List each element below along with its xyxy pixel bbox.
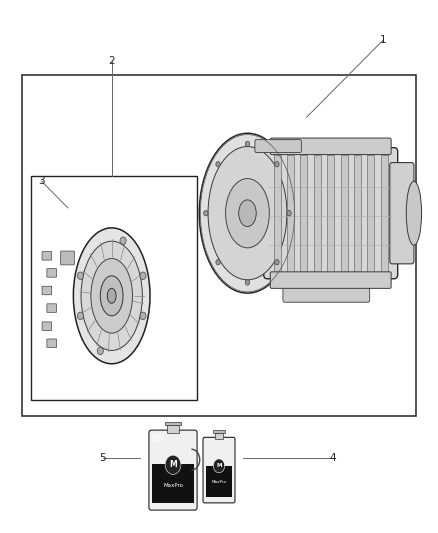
FancyBboxPatch shape — [270, 138, 391, 155]
Ellipse shape — [226, 179, 269, 248]
FancyBboxPatch shape — [42, 286, 52, 295]
Ellipse shape — [100, 276, 123, 316]
Text: M: M — [169, 461, 177, 469]
FancyBboxPatch shape — [149, 430, 197, 510]
FancyBboxPatch shape — [264, 148, 398, 279]
Bar — [341, 155, 348, 272]
Ellipse shape — [74, 228, 150, 364]
Bar — [274, 155, 281, 272]
Bar — [245, 163, 278, 264]
Text: MaxPro: MaxPro — [163, 482, 183, 488]
Ellipse shape — [213, 459, 225, 473]
Text: 5: 5 — [99, 454, 106, 463]
Bar — [287, 155, 294, 272]
Ellipse shape — [406, 181, 421, 245]
FancyBboxPatch shape — [283, 283, 370, 302]
Bar — [31, 176, 197, 400]
Ellipse shape — [81, 241, 142, 351]
Ellipse shape — [78, 312, 84, 320]
FancyBboxPatch shape — [255, 140, 301, 152]
Ellipse shape — [216, 260, 220, 265]
FancyBboxPatch shape — [47, 269, 57, 277]
Text: 3: 3 — [38, 176, 45, 186]
Ellipse shape — [245, 280, 250, 285]
Ellipse shape — [165, 455, 181, 474]
Bar — [300, 155, 307, 272]
Bar — [367, 155, 374, 272]
Ellipse shape — [97, 347, 103, 354]
FancyBboxPatch shape — [42, 322, 52, 330]
Ellipse shape — [245, 141, 250, 147]
Bar — [152, 464, 194, 503]
Ellipse shape — [91, 259, 132, 333]
Text: M: M — [216, 463, 222, 469]
Ellipse shape — [120, 237, 126, 245]
FancyBboxPatch shape — [47, 304, 57, 312]
FancyBboxPatch shape — [390, 163, 414, 264]
Ellipse shape — [208, 147, 287, 280]
Bar — [22, 75, 416, 416]
Ellipse shape — [275, 161, 279, 167]
Bar — [314, 155, 321, 272]
Bar — [206, 466, 232, 497]
Bar — [327, 155, 334, 272]
Bar — [215, 433, 223, 439]
Ellipse shape — [275, 260, 279, 265]
Ellipse shape — [239, 200, 256, 227]
Ellipse shape — [216, 161, 220, 167]
Ellipse shape — [140, 272, 146, 279]
Ellipse shape — [199, 133, 296, 293]
Ellipse shape — [287, 211, 291, 216]
Ellipse shape — [78, 272, 84, 279]
Bar — [213, 430, 225, 433]
FancyBboxPatch shape — [60, 251, 74, 265]
Bar — [165, 422, 181, 425]
FancyBboxPatch shape — [47, 339, 57, 348]
Ellipse shape — [107, 288, 116, 303]
Bar — [167, 425, 179, 433]
Text: 2: 2 — [108, 56, 115, 66]
Bar — [354, 155, 361, 272]
Ellipse shape — [204, 211, 208, 216]
Bar — [381, 155, 388, 272]
FancyBboxPatch shape — [203, 437, 235, 503]
FancyBboxPatch shape — [42, 252, 52, 260]
Ellipse shape — [140, 312, 146, 320]
Bar — [152, 434, 163, 442]
Text: 4: 4 — [329, 454, 336, 463]
Text: 1: 1 — [380, 35, 387, 45]
FancyBboxPatch shape — [270, 272, 391, 288]
Text: MaxPro: MaxPro — [212, 480, 226, 484]
